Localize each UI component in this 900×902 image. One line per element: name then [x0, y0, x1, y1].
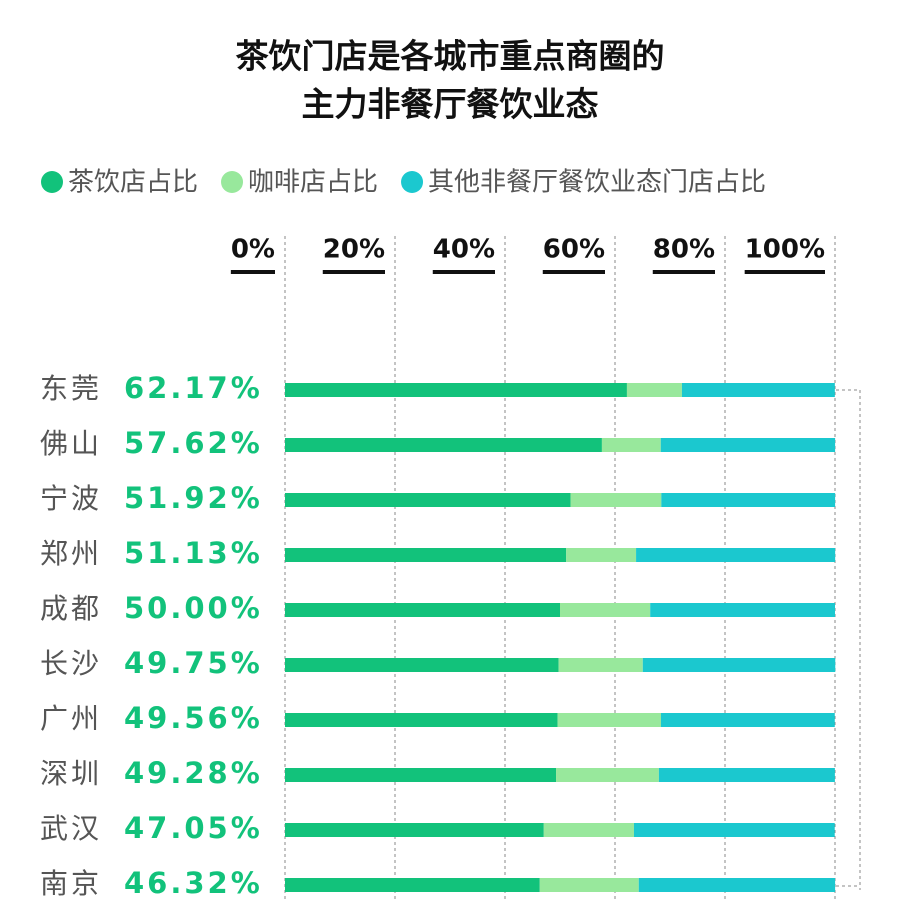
bar-segment: [650, 603, 835, 617]
bar-segment: [285, 383, 627, 397]
y-tick-label: 东莞: [40, 372, 102, 405]
x-tick-label: 60%: [543, 235, 605, 265]
value-label: 57.62%: [124, 426, 263, 460]
bar-segment: [661, 493, 836, 507]
bar-segment: [570, 493, 662, 507]
legend-label: 咖啡店占比: [248, 168, 378, 198]
y-tick-label: 佛山: [40, 427, 102, 460]
y-tick-label: 深圳: [40, 757, 102, 790]
value-label: 47.05%: [124, 811, 263, 845]
value-label: 49.56%: [124, 701, 263, 735]
y-tick-label: 广州: [40, 702, 102, 735]
bar-segment: [556, 768, 659, 782]
bar-segment: [560, 603, 651, 617]
bar-segment: [660, 438, 836, 452]
bar-segment: [638, 878, 836, 892]
chart-title: 主力非餐厅餐饮业态: [302, 85, 599, 124]
y-tick-label: 南京: [40, 867, 102, 900]
x-tick-label: 100%: [745, 235, 825, 265]
y-tick-label: 宁波: [40, 482, 102, 515]
x-tick-label: 40%: [433, 235, 495, 265]
bar-segment: [285, 658, 559, 672]
bar-segment: [543, 823, 634, 837]
bar-segment: [285, 768, 557, 782]
chart-title: 茶饮门店是各城市重点商圈的: [236, 37, 665, 76]
value-label: 51.13%: [124, 536, 263, 570]
value-label: 51.92%: [124, 481, 263, 515]
x-tick-label: 80%: [653, 235, 715, 265]
bar-segment: [557, 713, 661, 727]
value-label: 49.75%: [124, 646, 263, 680]
y-tick-label: 长沙: [40, 647, 102, 680]
legend-label: 茶饮店占比: [68, 168, 198, 198]
bar-segment: [681, 383, 835, 397]
bar-segment: [658, 768, 835, 782]
legend-label: 其他非餐厅餐饮业态门店占比: [428, 168, 766, 198]
y-tick-label: 武汉: [40, 812, 102, 845]
value-label: 49.28%: [124, 756, 263, 790]
x-tick-label: 0%: [231, 235, 275, 265]
value-label: 46.32%: [124, 866, 263, 900]
bar-segment: [285, 823, 544, 837]
bar-segment: [285, 548, 567, 562]
bar-segment: [660, 713, 835, 727]
bar-segment: [285, 713, 558, 727]
bar-segment: [633, 823, 835, 837]
bar-segment: [285, 603, 560, 617]
bar-segment: [626, 383, 682, 397]
x-tick-label: 20%: [323, 235, 385, 265]
bar-segment: [636, 548, 836, 562]
bar-segment: [601, 438, 661, 452]
bar-segment: [285, 493, 571, 507]
legend-swatch: [41, 171, 63, 193]
bar-segment: [539, 878, 639, 892]
y-tick-label: 成都: [40, 592, 102, 625]
bar-segment: [642, 658, 836, 672]
bar-segment: [285, 878, 540, 892]
value-label: 62.17%: [124, 371, 263, 405]
value-label: 50.00%: [124, 591, 263, 625]
bar-segment: [566, 548, 637, 562]
bar-segment: [558, 658, 643, 672]
bar-segment: [285, 438, 602, 452]
legend-swatch: [221, 171, 244, 193]
y-tick-label: 郑州: [40, 537, 102, 570]
legend-swatch: [401, 171, 424, 193]
